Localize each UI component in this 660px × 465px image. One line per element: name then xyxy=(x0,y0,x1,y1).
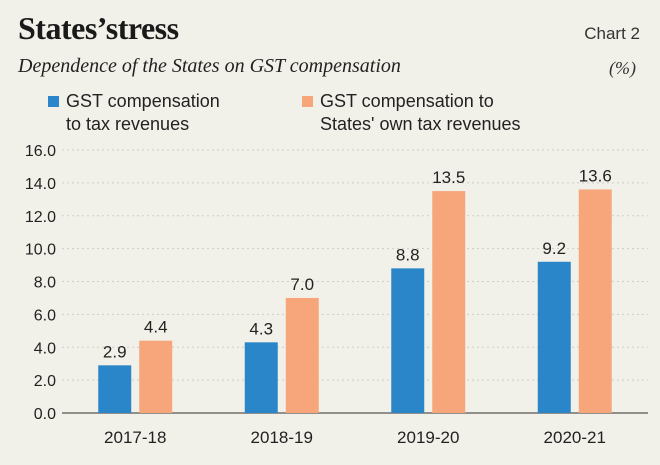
x-category-label: 2020-21 xyxy=(544,428,606,447)
y-tick-label: 10.0 xyxy=(25,242,56,259)
data-label: 7.0 xyxy=(290,275,314,294)
bar-series-2 xyxy=(578,189,612,413)
legend-label-line-1: GST compensation xyxy=(66,91,220,111)
legend-swatch-series-2 xyxy=(302,96,313,107)
bar-series-2 xyxy=(432,191,466,413)
chart-subtitle: Dependence of the States on GST compensa… xyxy=(18,55,401,77)
legend-label-line-1: GST compensation to xyxy=(320,91,494,111)
y-tick-label: 0.0 xyxy=(34,406,56,423)
data-label: 13.6 xyxy=(579,166,612,185)
data-label: 2.9 xyxy=(103,342,127,361)
bar-series-1 xyxy=(537,261,571,413)
bar-series-1 xyxy=(98,365,132,413)
x-category-label: 2018-19 xyxy=(251,428,313,447)
data-label: 4.3 xyxy=(249,319,273,338)
y-tick-label: 16.0 xyxy=(25,143,56,160)
bar-series-2 xyxy=(139,340,173,413)
y-tick-label: 6.0 xyxy=(34,307,56,324)
bar-series-1 xyxy=(244,342,278,413)
x-category-label: 2017-18 xyxy=(104,428,166,447)
bar-series-2 xyxy=(285,297,319,413)
legend-label-line-2: to tax revenues xyxy=(66,114,190,134)
legend-item-series-2: GST compensation to States' own tax reve… xyxy=(302,90,550,136)
data-label: 13.5 xyxy=(432,168,465,187)
data-label: 9.2 xyxy=(542,239,566,258)
legend-swatch-series-1 xyxy=(48,96,59,107)
y-tick-label: 2.0 xyxy=(34,373,56,390)
y-tick-label: 14.0 xyxy=(25,176,56,193)
legend-label-line-2: States' own tax revenues xyxy=(320,114,521,134)
x-category-label: 2019-20 xyxy=(397,428,459,447)
bar-series-1 xyxy=(391,268,425,413)
y-tick-label: 4.0 xyxy=(34,340,56,357)
data-label: 8.8 xyxy=(396,245,420,264)
data-label: 4.4 xyxy=(144,318,168,337)
y-tick-label: 12.0 xyxy=(25,209,56,226)
legend-item-series-1: GST compensation to tax revenues xyxy=(48,90,266,136)
chart-title: States’stress xyxy=(18,10,179,46)
y-tick-label: 8.0 xyxy=(34,275,56,292)
unit-label: (%) xyxy=(609,58,636,78)
chart-number-label: Chart 2 xyxy=(584,24,640,43)
